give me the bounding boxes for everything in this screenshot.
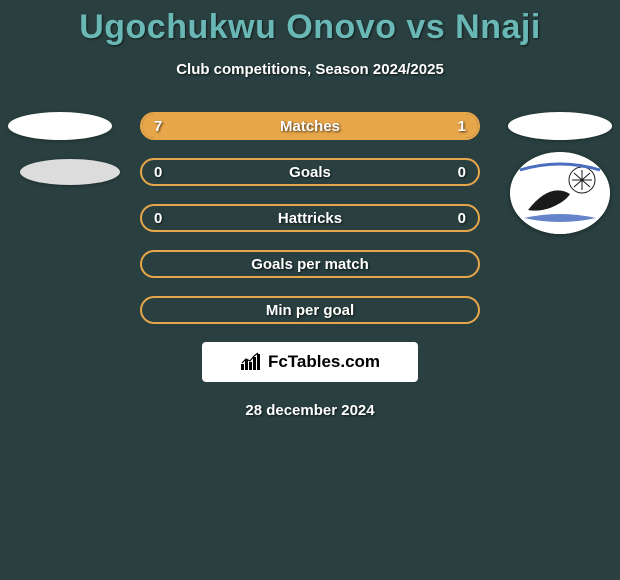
bar-right-fill: [411, 114, 478, 138]
stat-value-right: 0: [458, 164, 466, 181]
player-left-badge: [8, 112, 112, 140]
stat-bar: 0 Hattricks 0: [140, 204, 480, 232]
stat-bar: 7 Matches 1: [140, 112, 480, 140]
fctables-label: FcTables.com: [268, 352, 380, 372]
stats-area: 7 Matches 1 0 Goals 0: [0, 112, 620, 324]
stat-bar: Goals per match: [140, 250, 480, 278]
stat-row-hattricks: 0 Hattricks 0: [0, 204, 620, 232]
stat-label: Hattricks: [278, 210, 342, 227]
avatar-placeholder-icon: [8, 112, 112, 140]
stat-row-min-per-goal: Min per goal: [0, 296, 620, 324]
stat-bar: Min per goal: [140, 296, 480, 324]
club-placeholder-icon: [20, 159, 120, 185]
player-right-badge: [508, 112, 612, 140]
fctables-attribution[interactable]: FcTables.com: [202, 342, 418, 382]
bar-left-fill: [142, 114, 411, 138]
stat-bar: 0 Goals 0: [140, 158, 480, 186]
stat-value-right: 1: [458, 118, 466, 135]
stat-row-goals-per-match: Goals per match: [0, 250, 620, 278]
club-left-badge: [20, 159, 120, 185]
stat-row-matches: 7 Matches 1: [0, 112, 620, 140]
stat-value-left: 7: [154, 118, 162, 135]
bar-chart-icon: [240, 352, 262, 372]
stat-value-right: 0: [458, 210, 466, 227]
subtitle: Club competitions, Season 2024/2025: [0, 61, 620, 78]
comparison-widget: Ugochukwu Onovo vs Nnaji Club competitio…: [0, 0, 620, 419]
stat-label: Goals per match: [251, 256, 369, 273]
stat-value-left: 0: [154, 164, 162, 181]
stat-label: Matches: [280, 118, 340, 135]
stat-label: Goals: [289, 164, 331, 181]
stat-label: Min per goal: [266, 302, 354, 319]
stat-value-left: 0: [154, 210, 162, 227]
avatar-placeholder-icon: [508, 112, 612, 140]
page-title: Ugochukwu Onovo vs Nnaji: [0, 8, 620, 47]
snapshot-date: 28 december 2024: [0, 402, 620, 419]
stat-row-goals: 0 Goals 0: [0, 158, 620, 186]
